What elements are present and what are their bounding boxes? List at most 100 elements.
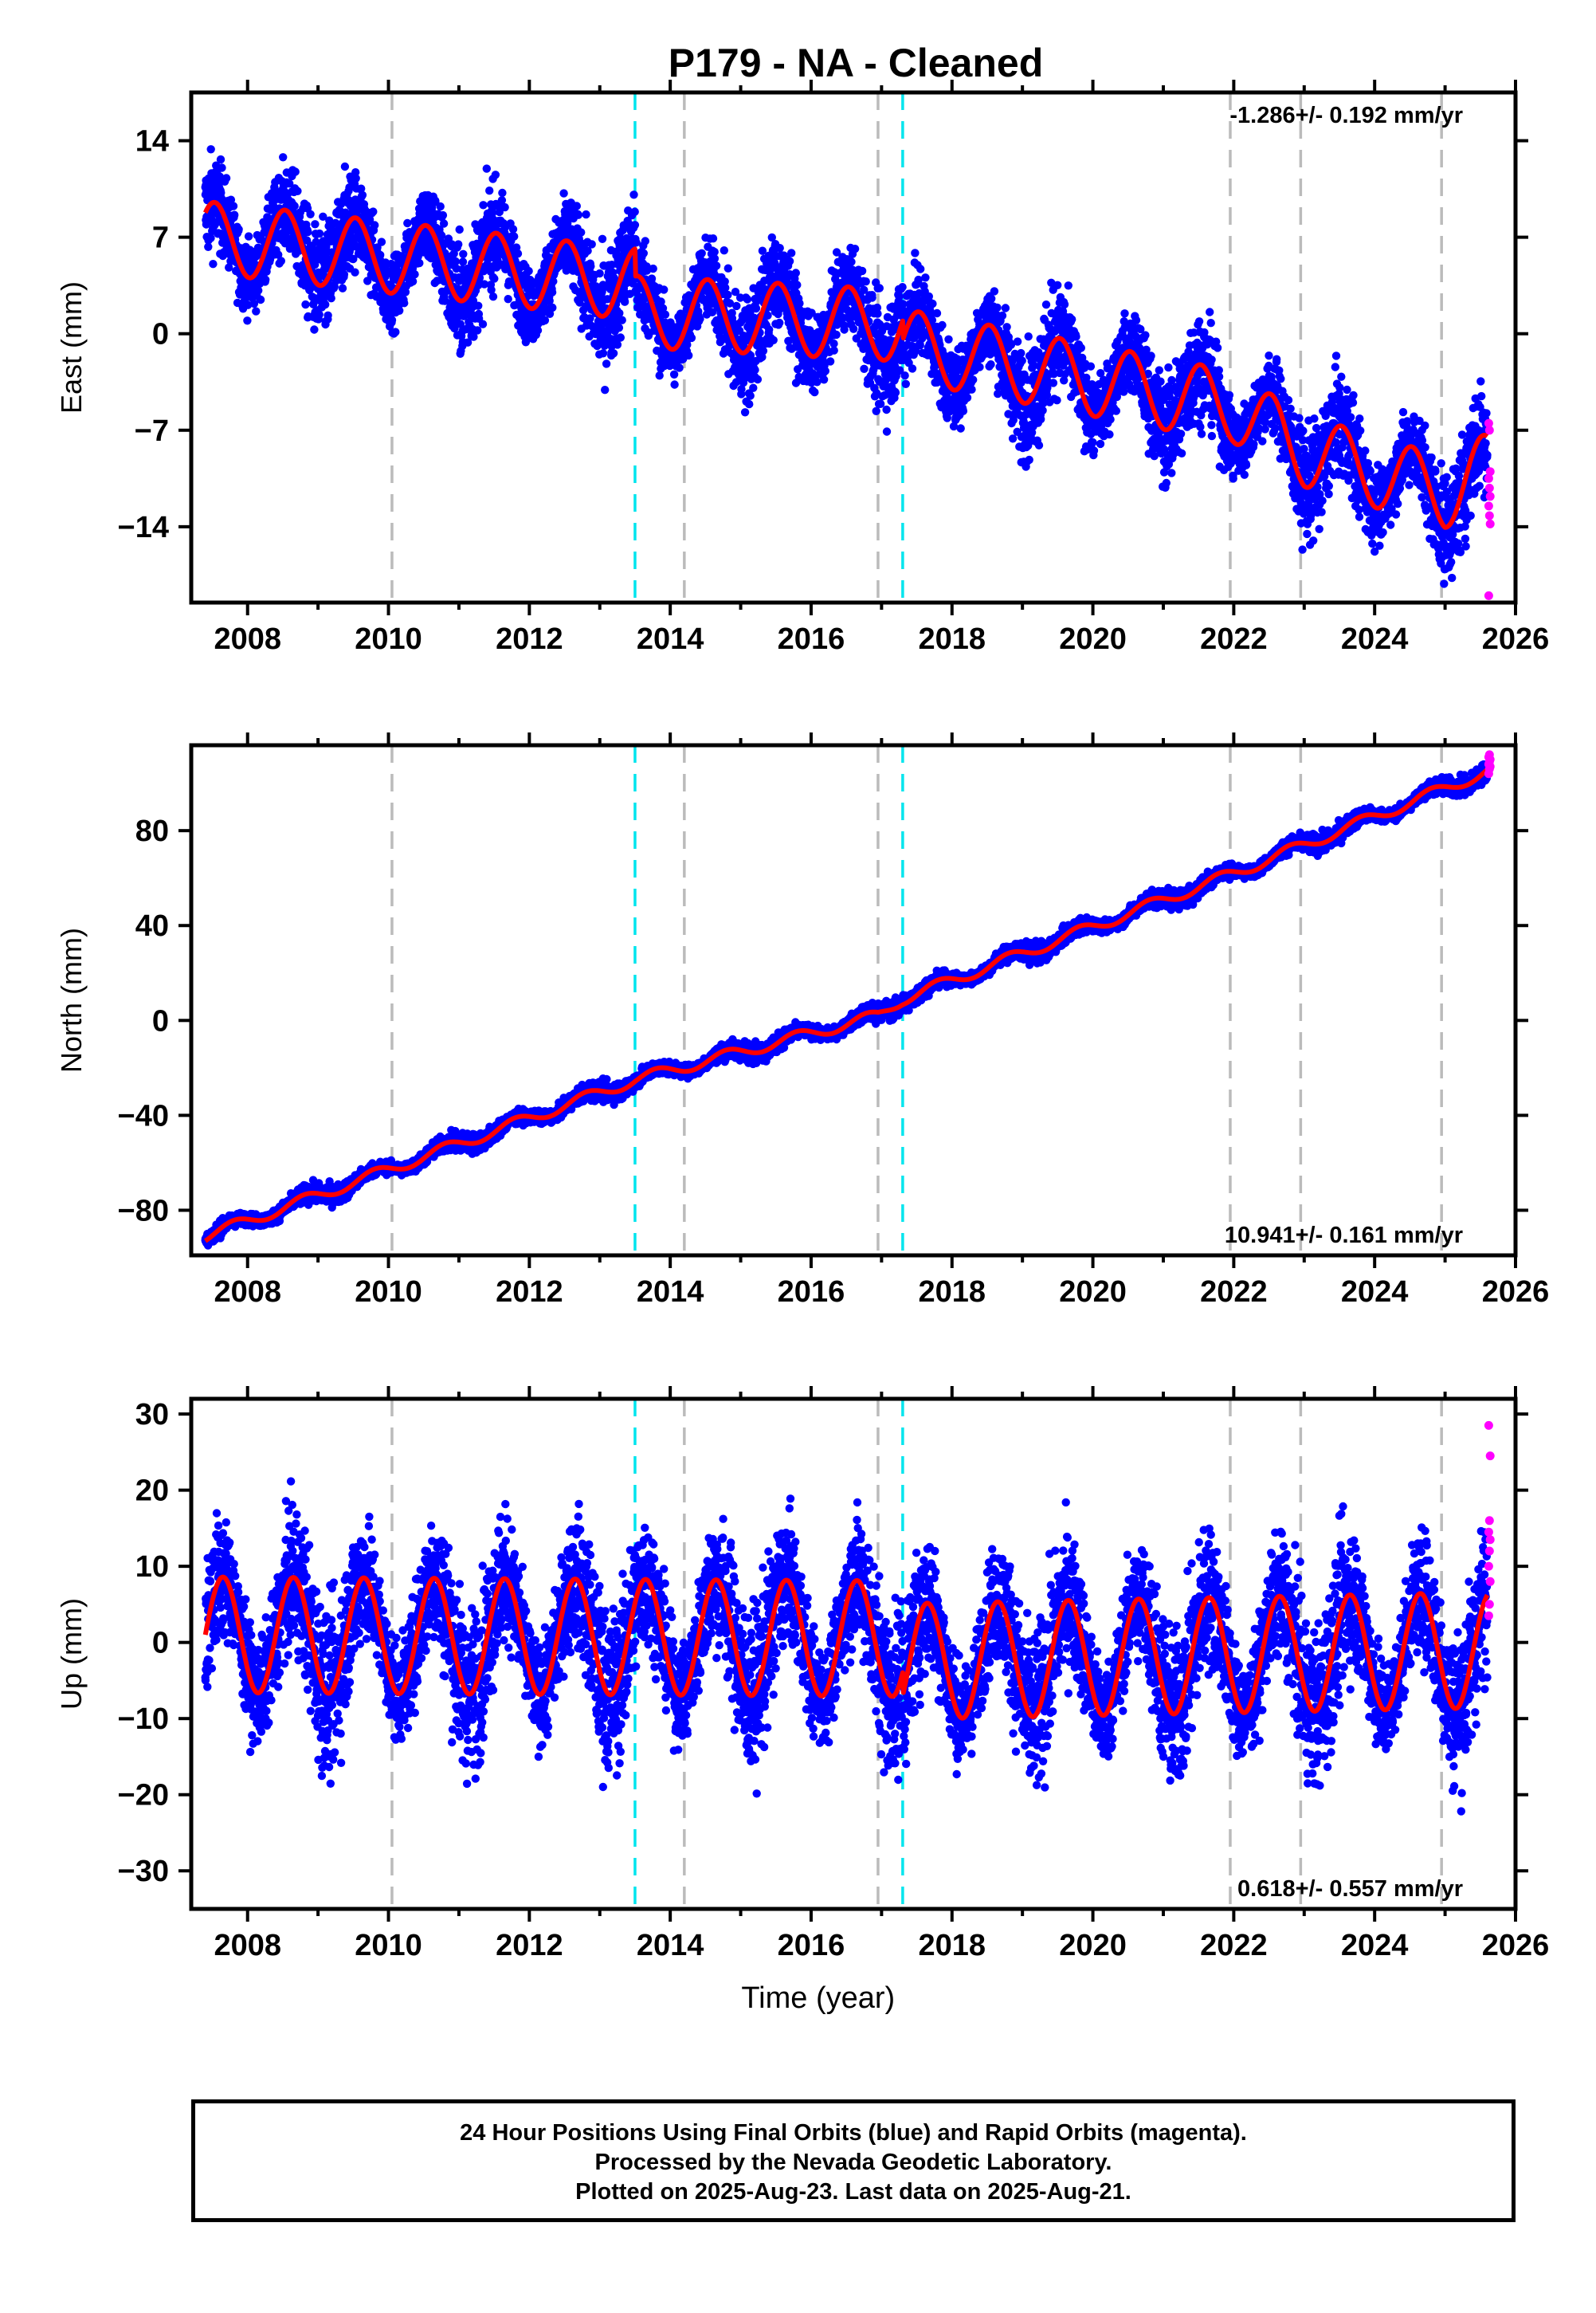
- east-final-orbit-point: [548, 303, 557, 312]
- east-final-orbit-point: [810, 387, 819, 397]
- east-final-orbit-point: [1001, 304, 1010, 312]
- east-final-orbit-point: [559, 189, 568, 198]
- east-final-orbit-point: [415, 258, 424, 268]
- east-final-orbit-point: [882, 427, 892, 436]
- east-final-orbit-point: [478, 320, 488, 328]
- east-final-orbit-point: [274, 250, 283, 259]
- east-final-orbit-point: [1038, 406, 1047, 415]
- east-final-orbit-point: [206, 145, 215, 154]
- east-final-orbit-point: [670, 380, 679, 389]
- east-final-orbit-point: [891, 388, 900, 397]
- east-final-orbit-point: [959, 406, 968, 415]
- east-final-orbit-point: [243, 316, 252, 325]
- east-final-orbit-point: [723, 264, 732, 273]
- east-final-orbit-point: [387, 316, 397, 324]
- east-final-orbit-point: [474, 301, 483, 310]
- east-final-orbit-point: [1025, 455, 1033, 465]
- east-final-orbit-point: [630, 221, 640, 230]
- east-final-orbit-point: [491, 171, 500, 179]
- east-final-orbit-point: [732, 301, 741, 311]
- east-final-orbit-point: [697, 249, 706, 257]
- east-final-orbit-point: [598, 234, 607, 243]
- east-final-orbit-point: [376, 250, 385, 260]
- east-final-orbit-point: [508, 225, 518, 234]
- east-final-orbit-point: [279, 153, 288, 162]
- east-final-orbit-point: [661, 310, 670, 319]
- east-final-orbit-point: [1088, 438, 1097, 447]
- east-final-orbit-point: [454, 240, 463, 249]
- east-final-orbit-point: [609, 349, 618, 358]
- east-final-orbit-point: [458, 257, 468, 266]
- east-final-orbit-point: [261, 275, 270, 285]
- east-final-orbit-point: [441, 296, 449, 305]
- east-final-orbit-points: [201, 145, 1492, 588]
- east-final-orbit-point: [463, 338, 473, 347]
- east-final-orbit-point: [524, 266, 533, 276]
- east-final-orbit-point: [975, 363, 984, 371]
- east-final-orbit-point: [873, 309, 882, 318]
- east-final-orbit-point: [684, 351, 693, 360]
- east-final-orbit-point: [740, 408, 750, 417]
- east-final-orbit-point: [351, 268, 359, 277]
- east-final-orbit-point: [306, 210, 315, 218]
- east-final-orbit-point: [769, 336, 778, 344]
- east-final-orbit-point: [1112, 406, 1121, 415]
- east-final-orbit-point: [324, 311, 332, 320]
- east-final-orbit-point: [304, 227, 312, 237]
- east-final-orbit-point: [315, 310, 324, 319]
- east-final-orbit-point: [687, 333, 696, 343]
- east-final-orbit-point: [963, 393, 972, 403]
- east-final-orbit-point: [1049, 379, 1058, 387]
- east-final-orbit-point: [1120, 309, 1129, 318]
- east-final-orbit-point: [868, 293, 876, 302]
- east-final-orbit-point: [408, 277, 418, 286]
- east-final-orbit-point: [882, 405, 891, 414]
- east-final-orbit-point: [861, 277, 870, 286]
- east-final-orbit-point: [510, 232, 519, 241]
- east-final-orbit-point: [1013, 337, 1022, 346]
- east-final-orbit-point: [351, 168, 360, 177]
- east-final-orbit-point: [319, 212, 327, 221]
- east-final-orbit-point: [230, 210, 239, 219]
- east-final-orbit-point: [1018, 356, 1026, 365]
- east-final-orbit-point: [1106, 415, 1115, 424]
- east-final-orbit-point: [1141, 331, 1150, 340]
- east-final-orbit-point: [630, 207, 639, 216]
- east-final-orbit-point: [639, 249, 648, 257]
- east-final-orbit-point: [1017, 348, 1025, 358]
- east-final-orbit-point: [993, 303, 1002, 312]
- east-final-orbit-point: [850, 245, 860, 253]
- east-final-orbit-point: [455, 225, 464, 234]
- east-final-orbit-point: [708, 234, 718, 243]
- east-final-orbit-point: [900, 371, 909, 380]
- east-final-orbit-point: [1068, 315, 1076, 324]
- east-final-orbit-point: [710, 254, 720, 263]
- east-final-orbit-point: [765, 325, 774, 334]
- east-final-orbit-point: [1024, 332, 1033, 341]
- east-final-orbit-point: [1064, 281, 1073, 290]
- east-final-orbit-point: [500, 202, 509, 212]
- east-final-orbit-point: [825, 357, 835, 366]
- east-final-orbit-point: [990, 287, 999, 296]
- east-final-orbit-point: [410, 270, 419, 279]
- east-final-orbit-point: [616, 333, 625, 342]
- east-final-orbit-point: [459, 249, 468, 258]
- east-final-orbit-point: [586, 261, 595, 271]
- east-final-orbit-point: [793, 281, 802, 289]
- east-final-orbit-point: [1162, 478, 1171, 488]
- east-final-orbit-point: [244, 232, 253, 241]
- east-final-orbit-point: [987, 294, 996, 303]
- east-final-orbit-point: [602, 359, 611, 368]
- east-final-orbit-point: [751, 365, 759, 375]
- east-final-orbit-point: [312, 238, 320, 246]
- east-final-orbit-point: [439, 219, 449, 228]
- east-final-orbit-point: [400, 299, 409, 308]
- east-final-orbit-point: [872, 406, 880, 415]
- east-final-orbit-point: [901, 379, 911, 388]
- east-final-orbit-point: [1072, 332, 1080, 341]
- east-final-orbit-point: [1105, 430, 1114, 439]
- east-final-orbit-point: [601, 386, 610, 395]
- east-final-orbit-point: [629, 190, 638, 199]
- east-final-orbit-point: [712, 261, 721, 270]
- east-final-orbit-point: [1034, 441, 1044, 450]
